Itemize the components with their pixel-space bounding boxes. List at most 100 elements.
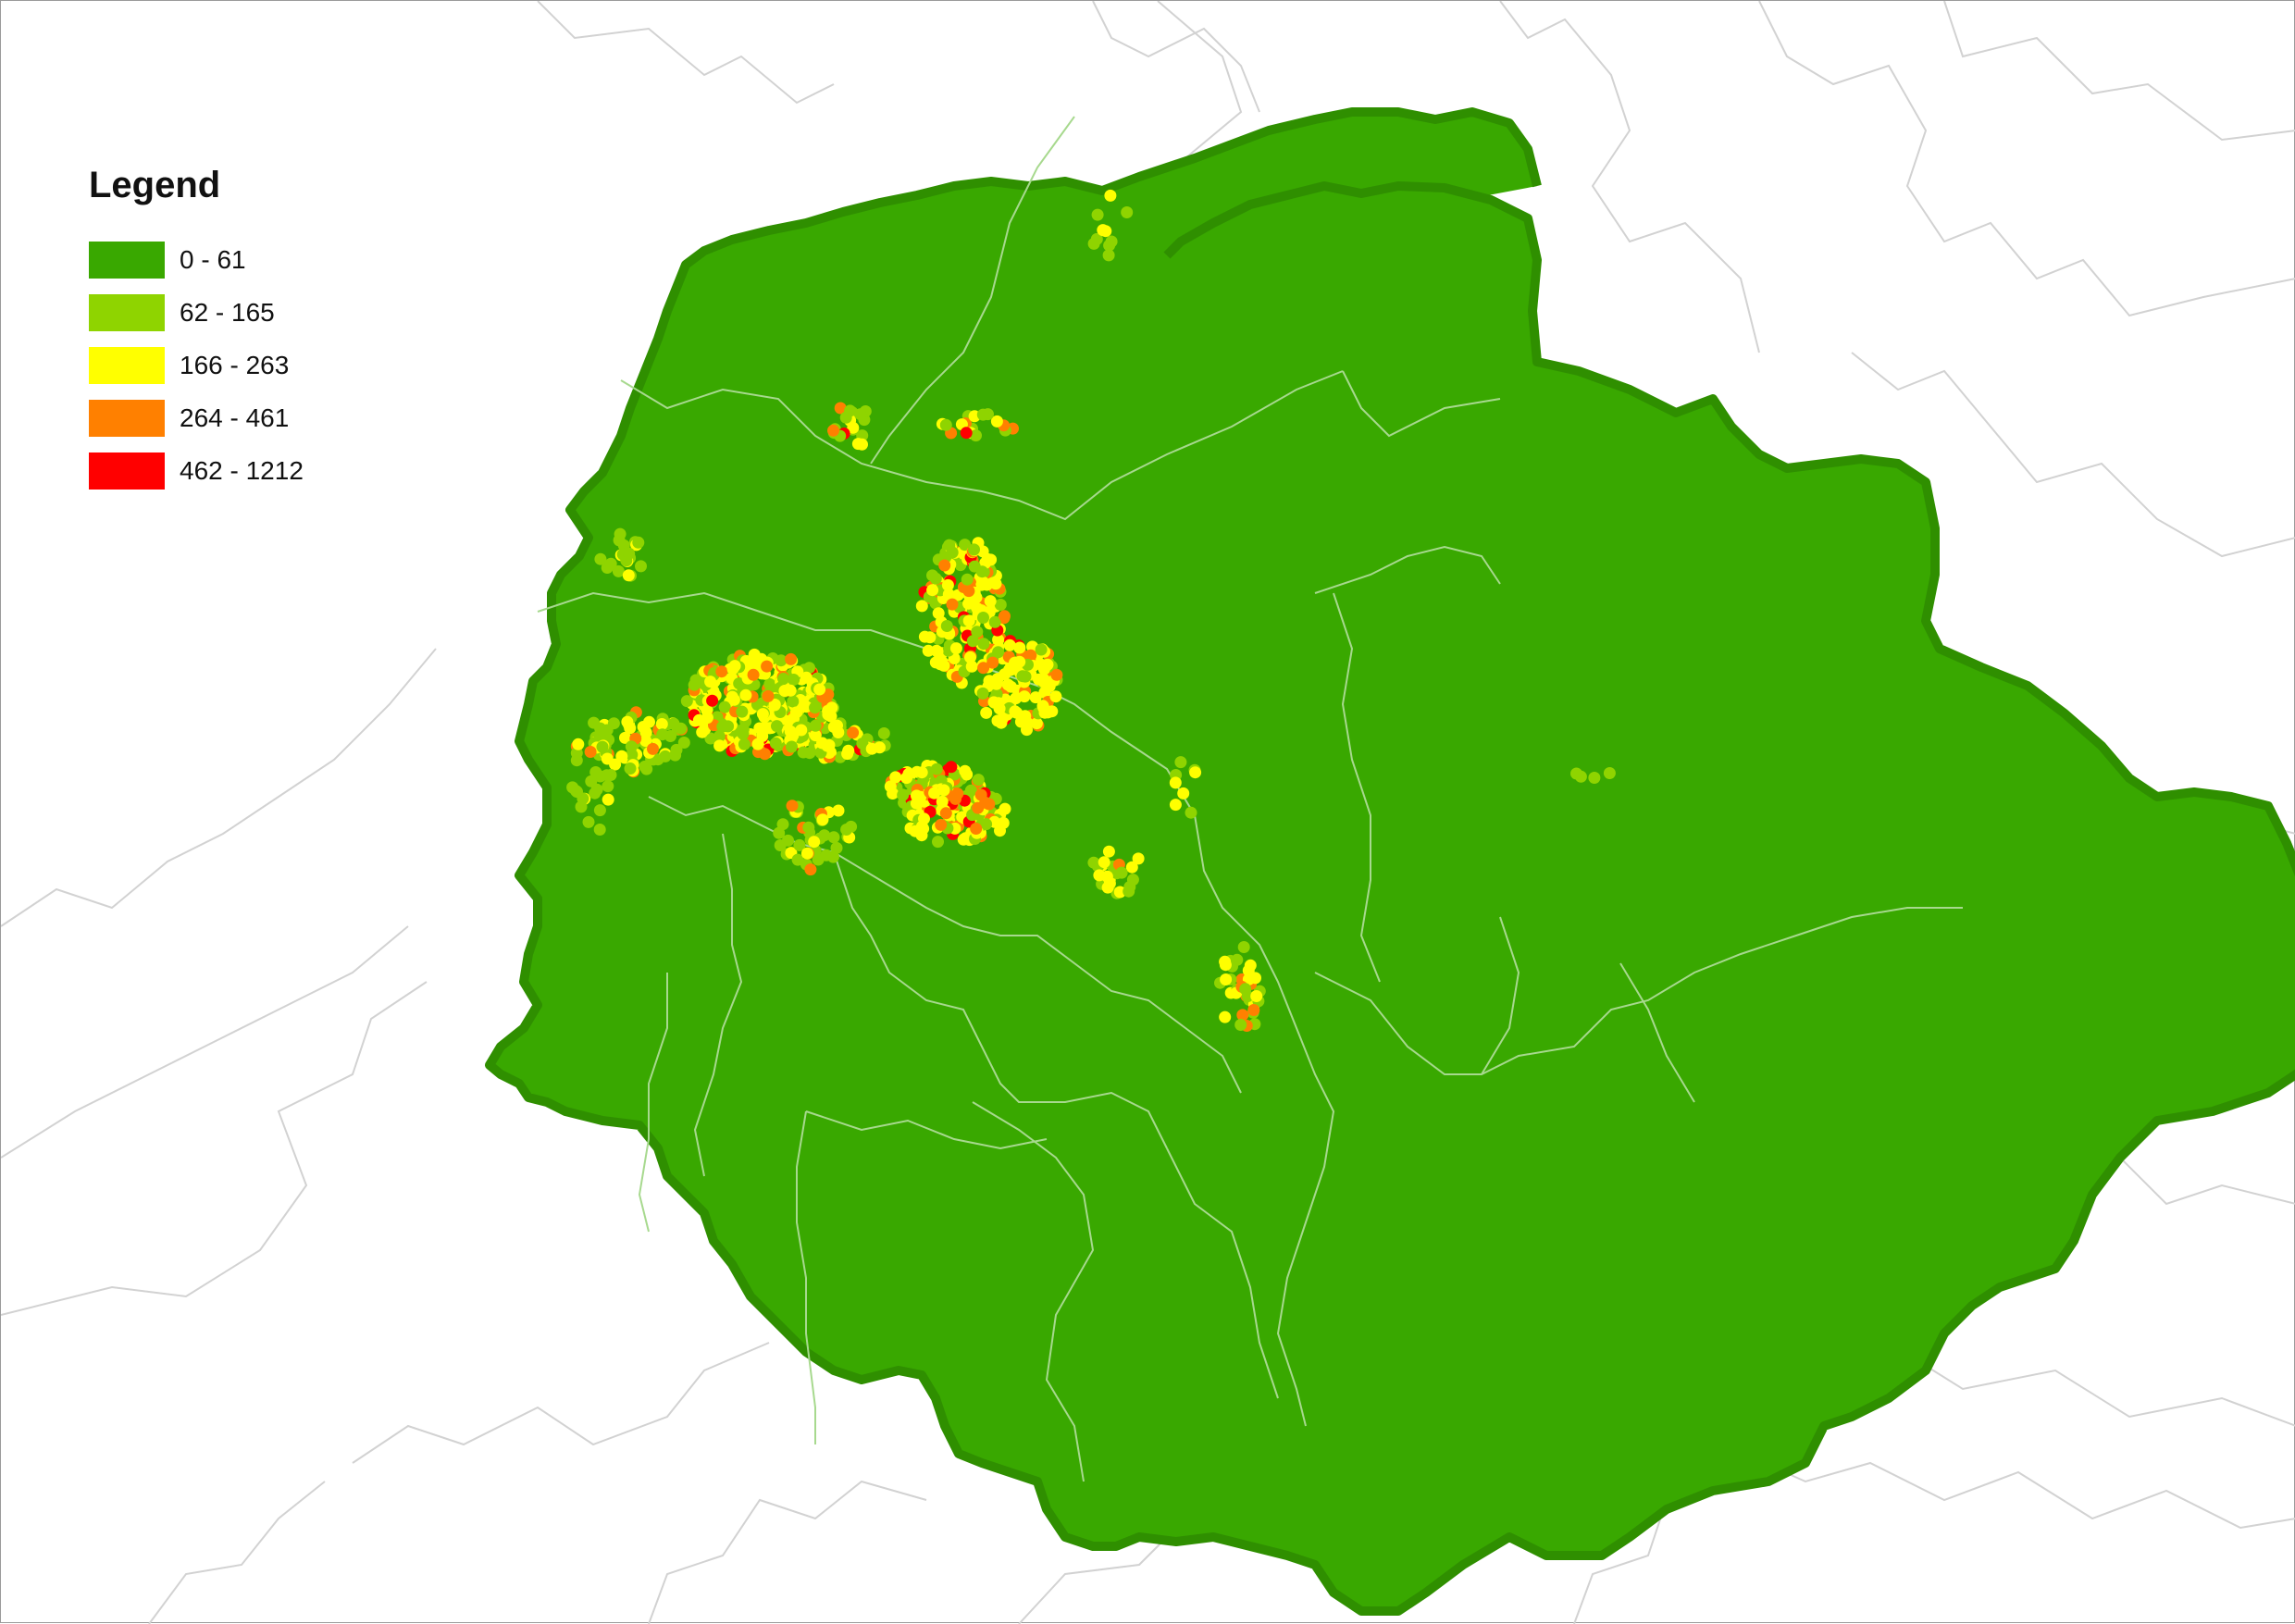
hex-cell [1220, 973, 1233, 986]
hex-cell [738, 738, 751, 750]
legend-item-62-165: 62 - 165 [89, 286, 304, 339]
hex-cell [696, 725, 709, 738]
hex-cell [1021, 716, 1034, 729]
hex-cell [737, 727, 750, 740]
hex-cell [827, 831, 840, 844]
hex-cell [991, 673, 1004, 686]
hex-cell [1037, 673, 1050, 686]
hex-cell [911, 789, 923, 802]
hex-cell [733, 677, 746, 690]
hex-cell [1115, 866, 1128, 879]
hex-cell [994, 599, 1007, 611]
hex-cell [984, 595, 997, 608]
hex-cell [1087, 237, 1100, 250]
hex-cell [593, 824, 606, 836]
legend-label: 264 - 461 [180, 403, 290, 432]
hex-cell [773, 826, 786, 839]
hex-cell [585, 775, 598, 787]
hex-cell [1185, 806, 1197, 819]
hex-cell [964, 784, 977, 797]
hex-cell [659, 750, 672, 762]
hex-cell [827, 424, 839, 437]
hex-cell [748, 651, 761, 664]
hex-cell [961, 573, 974, 586]
hex-cell [670, 743, 683, 756]
hex-cell [602, 793, 614, 806]
hex-cell [968, 543, 980, 556]
hex-cell [1174, 756, 1187, 769]
hex-cell [922, 644, 935, 657]
legend: Legend 0 - 61 62 - 165 166 - 263 264 - 4… [89, 165, 304, 497]
hex-cell [902, 767, 915, 780]
hex-cell [593, 804, 606, 817]
hex-cell [874, 741, 886, 754]
hex-cell [808, 836, 821, 849]
hex-cell [1239, 983, 1252, 996]
hex-cell [970, 429, 982, 442]
hex-cell [782, 834, 794, 847]
hex-cell [937, 659, 950, 672]
hex-cell [840, 824, 853, 836]
hex-cell [965, 660, 978, 673]
hex-cell [726, 663, 739, 676]
hex-cell [834, 402, 847, 415]
hex-cell [931, 645, 944, 658]
hex-cell [602, 780, 614, 793]
hex-cell [939, 807, 952, 820]
hex-cell [970, 823, 983, 835]
hex-cell [946, 546, 959, 559]
hex-cell [971, 602, 984, 614]
hex-cell [980, 706, 993, 719]
hex-cell [985, 553, 998, 566]
hex-cell [761, 660, 774, 673]
hex-cell [604, 769, 617, 781]
hex-cell [1247, 1004, 1260, 1016]
hex-cell [847, 421, 860, 434]
hex-cell [930, 762, 943, 775]
hex-cell [625, 740, 638, 753]
hex-cell [962, 585, 975, 598]
hex-cell [715, 665, 728, 678]
hex-cell [615, 750, 628, 762]
legend-swatch [89, 452, 165, 490]
district-region[interactable] [485, 107, 2295, 1616]
hex-cell [809, 701, 822, 714]
legend-label: 166 - 263 [180, 350, 290, 379]
hex-cell [822, 708, 835, 721]
hex-cell [786, 800, 799, 812]
hex-cell [607, 717, 620, 730]
hex-cell [949, 792, 961, 805]
hex-cell [647, 742, 659, 755]
hex-cell [1169, 776, 1182, 789]
hex-cell [788, 674, 800, 686]
hex-cell [601, 752, 614, 765]
hex-cell [588, 716, 601, 729]
hex-cell [1234, 1019, 1247, 1031]
hex-cell [612, 564, 625, 577]
hex-cell [976, 408, 989, 421]
hex-cell [941, 578, 954, 591]
hex-cell [939, 418, 952, 431]
hex-cell [841, 748, 854, 761]
hex-cell [784, 684, 797, 697]
hex-cell [582, 815, 595, 828]
hex-cell [946, 598, 959, 611]
hex-cell [566, 781, 579, 794]
hex-cell [768, 699, 781, 712]
hex-cell [787, 695, 800, 708]
hex-cell [722, 720, 735, 733]
hex-cell [977, 612, 989, 624]
hex-cell [704, 676, 717, 688]
hex-cell [1132, 852, 1145, 865]
legend-title: Legend [89, 165, 221, 205]
hex-cell [972, 774, 985, 787]
hex-cell [983, 798, 996, 811]
hex-cell [632, 536, 645, 549]
hex-cell [816, 813, 829, 826]
hex-cell [972, 801, 985, 814]
hex-cell [589, 787, 602, 800]
hex-cell [977, 662, 990, 675]
hex-cell [1236, 1009, 1249, 1022]
hex-cell [667, 717, 680, 730]
